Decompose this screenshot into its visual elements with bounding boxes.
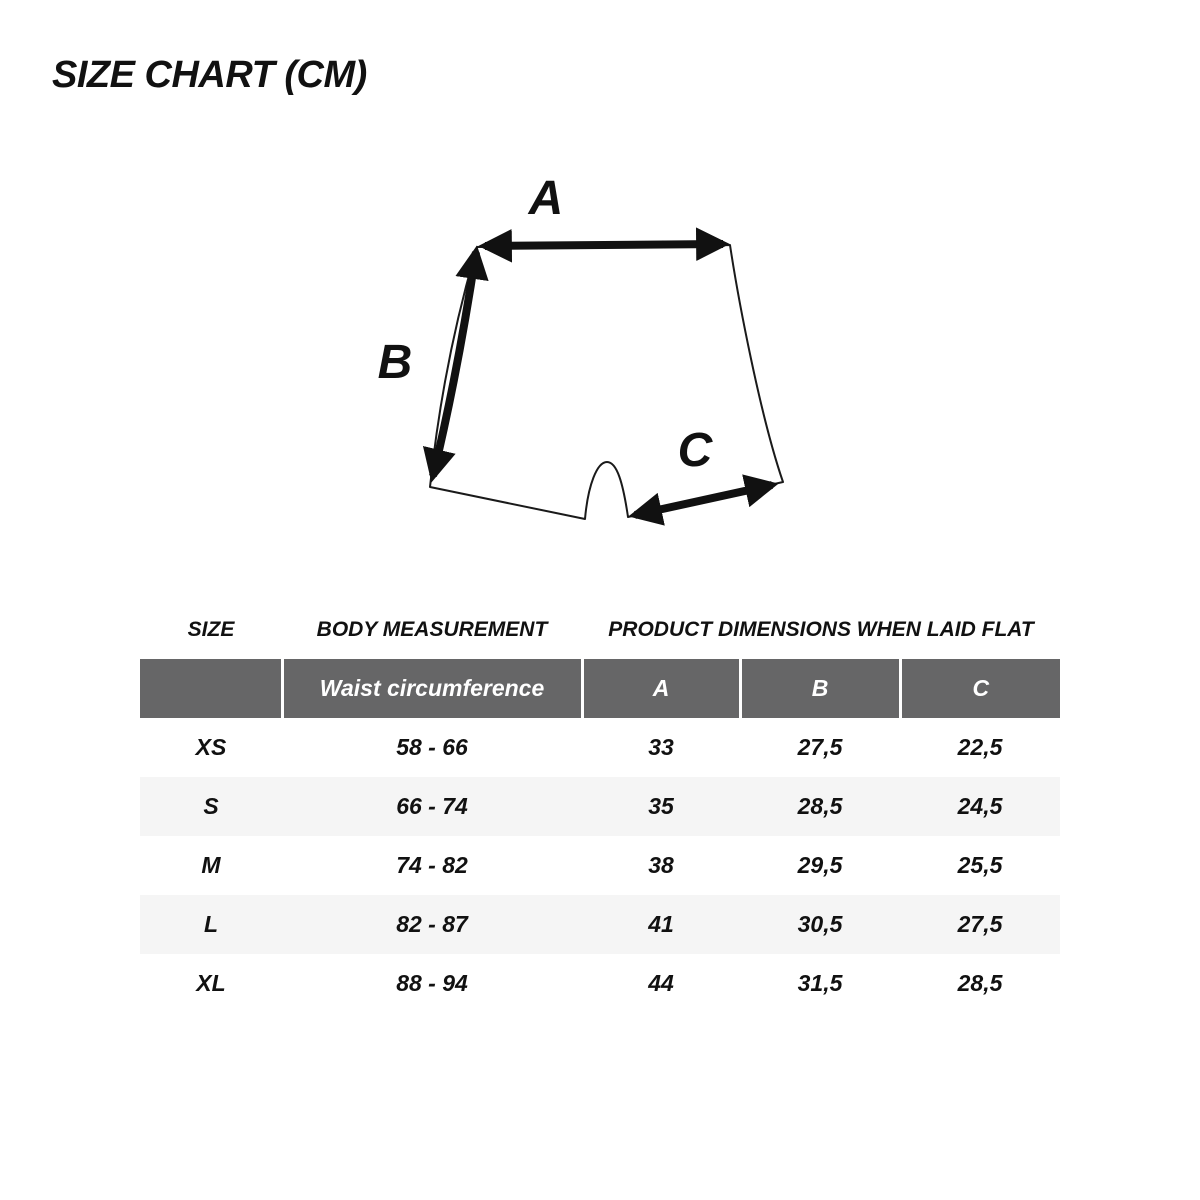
diagram-label-c: C	[678, 424, 714, 477]
cell-b: 27,5	[797, 734, 843, 760]
header-empty-cell	[140, 659, 284, 718]
group-header-size: SIZE	[187, 618, 235, 641]
page-title: SIZE CHART (CM)	[52, 54, 367, 96]
cell-waist: 82 - 87	[282, 895, 582, 954]
header-dimension-c: C	[900, 659, 1060, 718]
measure-arrow-c	[628, 474, 779, 526]
cell-c: 27,5	[900, 895, 1060, 954]
cell-waist: 74 - 82	[396, 852, 468, 878]
cell-a: 41	[582, 895, 740, 954]
cell-a: 38	[648, 852, 674, 878]
group-header-product-dimensions: PRODUCT DIMENSIONS WHEN LAID FLAT	[608, 618, 1034, 641]
cell-a: 44	[648, 970, 674, 996]
cell-size: S	[140, 777, 282, 836]
diagram-label-b: B	[378, 336, 413, 389]
table-row-xl: XL 88 - 94 44 31,5 28,5	[140, 954, 1060, 1013]
cell-b: 31,5	[797, 970, 843, 996]
cell-waist: 88 - 94	[396, 970, 468, 996]
table-group-header-row: SIZE BODY MEASUREMENT PRODUCT DIMENSIONS…	[140, 608, 1060, 652]
table-row-xs: XS 58 - 66 33 27,5 22,5	[140, 718, 1060, 777]
cell-c: 28,5	[957, 970, 1003, 996]
cell-b: 28,5	[740, 777, 900, 836]
header-dimension-a: A	[582, 659, 742, 718]
cell-b: 30,5	[740, 895, 900, 954]
cell-a: 35	[582, 777, 740, 836]
measure-arrow-b	[422, 245, 489, 483]
table-row-s: S 66 - 74 35 28,5 24,5	[140, 777, 1060, 836]
cell-size: XS	[195, 734, 227, 760]
header-waist-circumference: Waist circumference	[282, 659, 584, 718]
cell-c: 24,5	[900, 777, 1060, 836]
cell-waist: 58 - 66	[396, 734, 468, 760]
table-header-row: Waist circumference A B C	[140, 659, 1060, 718]
cell-a: 33	[648, 734, 674, 760]
header-dimension-b: B	[740, 659, 902, 718]
shorts-outline	[429, 244, 784, 520]
group-header-body-measurement: BODY MEASUREMENT	[316, 618, 548, 641]
measure-arrow-a	[478, 227, 730, 263]
cell-c: 25,5	[957, 852, 1003, 878]
diagram-label-a: A	[528, 172, 564, 225]
table-row-m: M 74 - 82 38 29,5 25,5	[140, 836, 1060, 895]
cell-b: 29,5	[797, 852, 843, 878]
shorts-diagram: A B C	[378, 172, 784, 526]
cell-c: 22,5	[957, 734, 1003, 760]
size-table: Waist circumference A B C XS 58 - 66 33 …	[140, 659, 1060, 1013]
cell-waist: 66 - 74	[282, 777, 582, 836]
table-row-l: L 82 - 87 41 30,5 27,5	[140, 895, 1060, 954]
cell-size: M	[201, 852, 221, 878]
cell-size: L	[140, 895, 282, 954]
cell-size: XL	[196, 970, 226, 996]
